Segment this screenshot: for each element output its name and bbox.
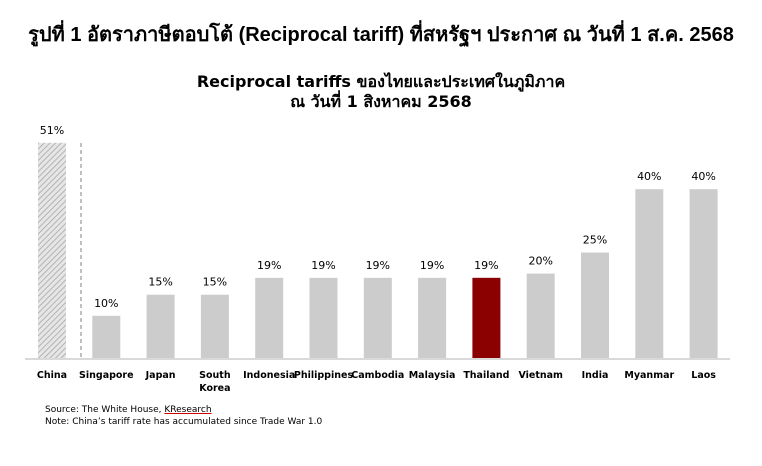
category-label: Singapore [79, 370, 134, 381]
data-label: 19% [474, 259, 498, 272]
source-note: Source: The White House, KResearch Note:… [45, 404, 322, 428]
bar-malaysia [418, 277, 447, 358]
data-label: 19% [257, 259, 281, 272]
bar-india [581, 252, 609, 358]
bar-china [38, 142, 66, 358]
data-label: 40% [637, 170, 661, 183]
bar-philippines [309, 277, 338, 358]
chart-title: Reciprocal tariffs ของไทยและประเทศในภูมิ… [0, 72, 762, 112]
note-text: Note: China’s tariff rate has accumulate… [45, 417, 323, 427]
chart-title-line2: ณ วันที่ 1 สิงหาคม 2568 [290, 92, 472, 111]
category-label: Indonesia [243, 370, 295, 381]
chart-title-line1: Reciprocal tariffs ของไทยและประเทศในภูมิ… [196, 72, 566, 91]
category-label: Malaysia [409, 370, 456, 381]
data-label: 15% [148, 276, 172, 289]
bar-myanmar [635, 189, 664, 358]
category-label: Laos [691, 370, 716, 381]
bar-indonesia [255, 277, 284, 358]
figure-title: รูปที่ 1 อัตราภาษีตอบโต้ (Reciprocal tar… [28, 24, 734, 46]
category-label: Korea [199, 383, 230, 394]
bar-cambodia [363, 277, 392, 358]
data-label: 40% [691, 170, 715, 183]
data-label: 15% [203, 276, 227, 289]
category-label: India [582, 370, 609, 381]
category-label: Vietnam [518, 370, 563, 381]
bar-laos [689, 189, 718, 358]
data-label: 19% [420, 259, 444, 272]
category-label: Cambodia [351, 370, 404, 381]
bar-singapore [92, 315, 121, 358]
data-label: 25% [583, 234, 607, 247]
category-label: Myanmar [624, 370, 674, 381]
data-label: 10% [94, 297, 118, 310]
category-label: Philippines [294, 370, 354, 381]
bar-south-korea [200, 294, 229, 358]
data-label: 51% [40, 124, 64, 137]
bar-vietnam [526, 273, 555, 358]
category-label: South [199, 370, 231, 381]
bar-japan [146, 294, 175, 358]
data-label: 19% [366, 259, 390, 272]
category-label: China [37, 370, 67, 381]
source-link: KResearch [164, 405, 212, 415]
data-label: 20% [528, 255, 552, 268]
bar-thailand [472, 277, 501, 358]
category-label: Japan [145, 370, 176, 381]
category-label: Thailand [463, 370, 509, 381]
source-text: Source: The White House, [45, 405, 165, 415]
data-label: 19% [311, 259, 335, 272]
